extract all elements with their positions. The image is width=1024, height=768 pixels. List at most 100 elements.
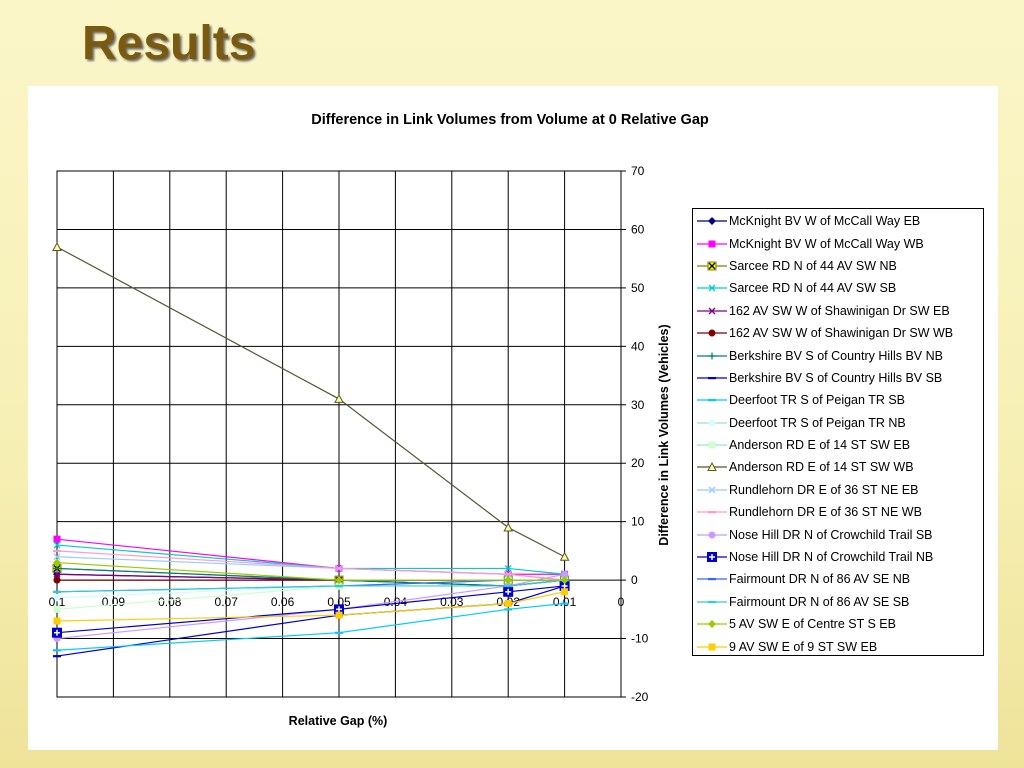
series-16 bbox=[52, 580, 570, 638]
legend-swatch bbox=[697, 511, 727, 514]
legend-label: Sarcee RD N of 44 AV SW NB bbox=[729, 258, 897, 273]
data-point bbox=[53, 541, 61, 549]
legend-label: Deerfoot TR S of Peigan TR NB bbox=[729, 415, 906, 430]
x-tick-label: 0.1 bbox=[49, 595, 66, 609]
legend-marker bbox=[708, 418, 716, 427]
series-line bbox=[56, 550, 565, 581]
legend-item: Sarcee RD N of 44 AV SW SB bbox=[693, 277, 983, 299]
data-point bbox=[335, 567, 343, 570]
series-8 bbox=[53, 584, 569, 658]
legend-item: 162 AV SW W of Shawinigan Dr SW EB bbox=[693, 300, 983, 322]
legend-marker bbox=[708, 531, 716, 539]
data-point bbox=[503, 522, 514, 532]
y-tick-label: 10 bbox=[631, 515, 645, 529]
legend-marker bbox=[707, 552, 717, 563]
legend-label: McKnight BV W of McCall Way WB bbox=[729, 236, 924, 251]
y-tick-label: 30 bbox=[631, 398, 645, 412]
x-tick-label: 0 bbox=[618, 595, 625, 609]
data-point bbox=[53, 593, 61, 602]
series-line bbox=[56, 585, 565, 634]
data-point bbox=[504, 599, 512, 607]
legend-swatch bbox=[697, 376, 727, 380]
y-tick-label: -10 bbox=[631, 632, 649, 646]
x-axis-ticks: 0.10.090.080.070.060.050.040.030.020.010 bbox=[49, 595, 625, 609]
data-point bbox=[53, 617, 61, 625]
legend-marker bbox=[707, 261, 717, 271]
legend-label: Berkshire BV S of Country Hills BV NB bbox=[729, 348, 943, 363]
legend-item: Nose Hill DR N of Crowchild Trail NB bbox=[693, 546, 983, 568]
legend-swatch bbox=[697, 441, 727, 449]
legend-swatch bbox=[697, 307, 727, 315]
legend-label: Nose Hill DR N of Crowchild Trail NB bbox=[729, 550, 934, 565]
legend-item: Nose Hill DR N of Crowchild Trail SB bbox=[693, 523, 983, 545]
x-tick-label: 0.07 bbox=[215, 595, 239, 609]
series-line bbox=[56, 246, 565, 558]
data-point bbox=[560, 602, 569, 605]
data-point bbox=[335, 631, 343, 634]
series-9 bbox=[53, 602, 569, 652]
series-line bbox=[56, 579, 565, 593]
legend-item: Deerfoot TR S of Peigan TR SB bbox=[693, 389, 983, 411]
data-point bbox=[504, 608, 513, 611]
y-tick-label: 60 bbox=[631, 222, 645, 236]
legend-marker bbox=[708, 284, 716, 292]
legend-swatch bbox=[697, 261, 727, 271]
legend-label: 5 AV SW E of Centre ST S EB bbox=[729, 617, 896, 632]
chart-title: Difference in Link Volumes from Volume a… bbox=[311, 112, 709, 128]
legend-marker bbox=[707, 462, 717, 472]
x-tick-label: 0.05 bbox=[327, 595, 351, 609]
data-point bbox=[335, 576, 343, 585]
legend-item: Fairmount DR N of 86 AV SE NB bbox=[693, 568, 983, 590]
data-point bbox=[53, 558, 61, 567]
x-tick-label: 0.09 bbox=[102, 595, 126, 609]
data-point bbox=[53, 655, 61, 658]
data-point bbox=[52, 241, 62, 251]
legend-swatch bbox=[697, 531, 727, 539]
legend-swatch bbox=[697, 352, 727, 360]
legend-item: 9 AV SW E of 9 ST SW EB bbox=[693, 635, 983, 657]
data-point bbox=[53, 590, 61, 593]
legend-item: Anderson RD E of 14 ST SW WB bbox=[693, 456, 983, 478]
legend-swatch bbox=[697, 552, 727, 563]
legend-marker bbox=[708, 620, 716, 629]
data-point bbox=[334, 604, 344, 615]
legend-swatch bbox=[697, 462, 727, 472]
series-line bbox=[56, 602, 565, 651]
legend-swatch bbox=[697, 643, 727, 651]
data-point bbox=[561, 570, 569, 578]
legend-swatch bbox=[697, 578, 727, 581]
data-point bbox=[53, 570, 61, 578]
legend-item: McKnight BV W of McCall Way EB bbox=[693, 210, 983, 232]
series-line bbox=[56, 573, 565, 640]
y-tick-label: 70 bbox=[631, 164, 645, 178]
legend-swatch bbox=[697, 600, 727, 604]
legend-swatch bbox=[697, 284, 727, 292]
series-12 bbox=[52, 241, 570, 561]
legend-label: Sarcee RD N of 44 AV SW SB bbox=[729, 281, 897, 296]
x-tick-label: 0.01 bbox=[553, 595, 577, 609]
legend-label: Berkshire BV S of Country Hills BV SB bbox=[729, 370, 943, 385]
x-axis-label: Relative Gap (%) bbox=[289, 714, 388, 728]
data-point bbox=[53, 649, 61, 652]
legend-marker bbox=[708, 486, 716, 494]
legend-swatch bbox=[697, 329, 727, 337]
legend-swatch bbox=[697, 217, 727, 226]
legend-swatch bbox=[697, 486, 727, 494]
data-point bbox=[53, 535, 61, 543]
chart-legend: McKnight BV W of McCall Way EB McKnight B… bbox=[692, 208, 984, 656]
data-point bbox=[52, 627, 62, 638]
legend-label: 162 AV SW W of Shawinigan Dr SW WB bbox=[729, 326, 954, 341]
data-point bbox=[504, 584, 513, 588]
data-point bbox=[335, 584, 343, 588]
series-line bbox=[56, 591, 565, 622]
legend-swatch bbox=[697, 418, 727, 427]
x-tick-label: 0.06 bbox=[271, 595, 295, 609]
legend-item: Deerfoot TR S of Peigan TR NB bbox=[693, 412, 983, 434]
legend-item: McKnight BV W of McCall Way WB bbox=[693, 232, 983, 254]
legend-label: Anderson RD E of 14 ST SW WB bbox=[729, 460, 914, 475]
legend-marker bbox=[708, 399, 716, 402]
legend-label: 9 AV SW E of 9 ST SW EB bbox=[729, 639, 878, 654]
slide-title: Results bbox=[82, 17, 256, 70]
legend-label: McKnight BV W of McCall Way EB bbox=[729, 214, 921, 229]
legend-marker bbox=[708, 511, 716, 514]
